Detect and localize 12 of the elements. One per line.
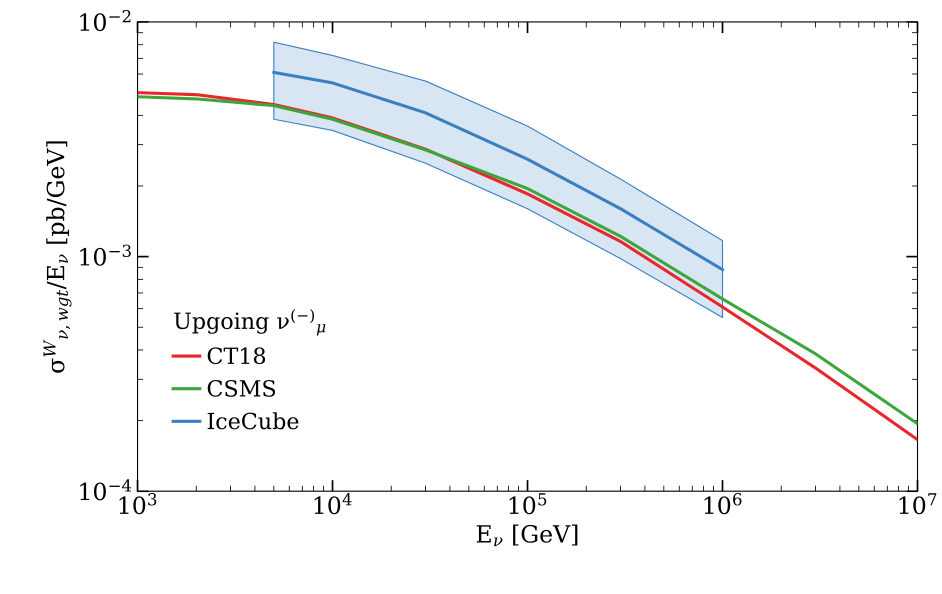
legend-title: Upgoing ν$^{(−)}$$_{μ}$ <box>174 308 326 336</box>
x-tick-label: 10$^{6}$ <box>704 493 742 514</box>
legend-label: CT18 <box>208 347 266 364</box>
y-tick-label: 10$^{−3}$ <box>80 244 131 266</box>
x-axis-title: E$_{ν}$ [GeV] <box>476 524 578 546</box>
x-tick-label: 10$^{7}$ <box>900 493 936 514</box>
legend-label: IceCube <box>208 412 298 430</box>
y-tick-label: 10$^{−2}$ <box>80 10 130 32</box>
x-tick-label: 10$^{4}$ <box>314 493 352 514</box>
x-tick-label: 10$^{5}$ <box>510 493 546 514</box>
legend-label: CSMS <box>208 380 276 397</box>
y-axis-title: σ$^{W}$$_{ν,wgt}$/E$_{ν}$ [pb/GeV] <box>44 141 72 373</box>
